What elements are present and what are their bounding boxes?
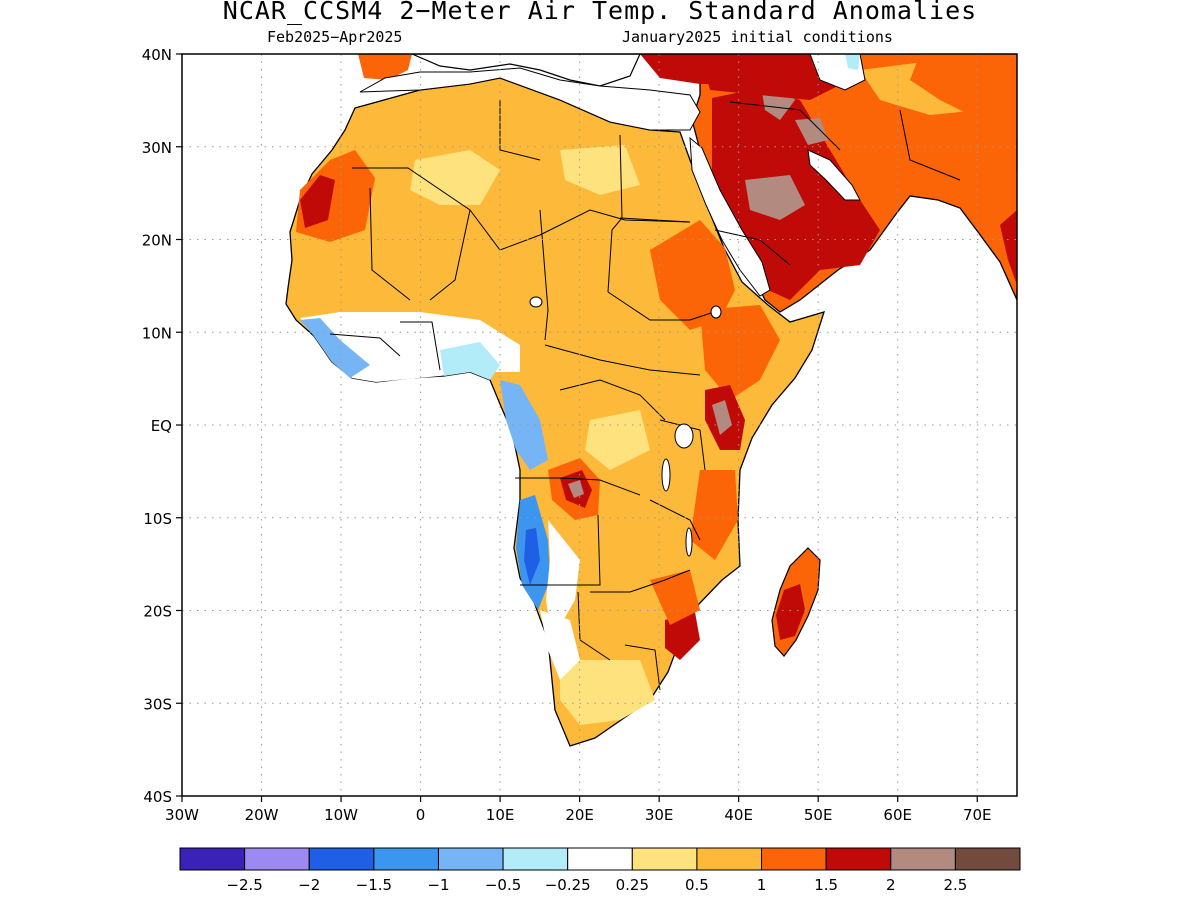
iran-orange xyxy=(830,80,1017,220)
lat-tick-label: 40S xyxy=(143,788,172,806)
colorbar-swatch xyxy=(373,847,439,871)
lon-tick-label: 70E xyxy=(963,806,992,824)
colorbar-label: 1.5 xyxy=(814,876,838,894)
sahara-yellow-a xyxy=(410,150,500,205)
colorbar-label: 0.5 xyxy=(685,876,709,894)
colorbar-label: −1 xyxy=(427,876,449,894)
colorbar-label: 2.5 xyxy=(943,876,967,894)
colorbar-label: −1.5 xyxy=(356,876,392,894)
lakes xyxy=(529,296,722,557)
europe-coast xyxy=(411,54,641,87)
lat-tick-label: 10S xyxy=(143,510,172,528)
lon-tick-label: 20E xyxy=(565,806,594,824)
lat-tick-label: 30S xyxy=(143,695,172,713)
colorbar-label: −2 xyxy=(298,876,320,894)
colorbar: −2.5 −2 −1.5 −1 −0.5 −0.25 0.25 0.5 1 1.5 2 2.5 xyxy=(179,847,1021,894)
west-africa-light-blue xyxy=(300,318,370,378)
lon-tick-label: 30E xyxy=(645,806,674,824)
colorbar-swatch xyxy=(567,847,633,871)
colorbar-label: 1 xyxy=(757,876,767,894)
ethiopia-orange xyxy=(700,305,780,400)
angola-hotspot-brown xyxy=(568,480,584,498)
lon-tick-label: 20W xyxy=(245,806,279,824)
map-title: NCAR_CCSM4 2−Meter Air Temp. Standard An… xyxy=(222,0,978,25)
colorbar-label: −2.5 xyxy=(226,876,262,894)
lat-tick-label: EQ xyxy=(151,417,172,435)
longitude-axis: 30W 20W 10W 0 10E 20E 30E 40E 50E 60E 70E xyxy=(165,796,992,824)
lat-tick-label: 30N xyxy=(142,139,172,157)
sudan-orange xyxy=(650,220,735,330)
lat-tick-label: 10N xyxy=(142,324,172,342)
colorbar-swatch xyxy=(244,847,310,871)
india-red xyxy=(1000,210,1017,285)
madagascar-red xyxy=(776,584,805,640)
congo-coast-blue xyxy=(500,380,548,470)
southern-africa-yellow xyxy=(560,660,655,725)
lon-tick-label: 0 xyxy=(416,806,426,824)
caspian-light-blue xyxy=(845,54,860,70)
colorbar-swatch xyxy=(761,847,827,871)
colorbar-swatch xyxy=(825,847,892,871)
colorbar-label: 2 xyxy=(886,876,896,894)
lat-tick-label: 40N xyxy=(142,46,172,64)
colorbar-swatch xyxy=(890,847,956,871)
colorbar-swatch xyxy=(954,847,1021,871)
persian-gulf xyxy=(807,149,861,201)
colorbar-swatch xyxy=(631,847,698,871)
mozambique-orange xyxy=(650,570,700,625)
lat-tick-label: 20S xyxy=(143,603,172,621)
mediterranean-sea xyxy=(359,67,701,131)
initial-conditions: January2025 initial conditions xyxy=(622,28,893,46)
lon-tick-label: 10E xyxy=(486,806,515,824)
lon-tick-label: 10W xyxy=(324,806,358,824)
mozambique-red xyxy=(665,612,700,660)
central-asia-orange xyxy=(910,54,1017,140)
nw-africa-red xyxy=(300,175,335,228)
colorbar-swatch xyxy=(437,847,504,871)
colorbar-swatch xyxy=(308,847,375,871)
lon-tick-label: 60E xyxy=(883,806,912,824)
kenya-brown xyxy=(712,400,732,435)
colorbar-label: −0.25 xyxy=(545,876,591,894)
iraq-brown xyxy=(795,118,828,145)
arabia-brown-a xyxy=(745,175,805,220)
namibia-coast-white xyxy=(546,520,580,640)
east-africa-orange xyxy=(690,470,738,560)
namibia-white xyxy=(540,610,580,680)
gulf-guinea-light-blue xyxy=(440,342,500,380)
forecast-period: Feb2025−Apr2025 xyxy=(267,28,403,46)
sahara-yellow-c xyxy=(585,410,650,470)
india-orange xyxy=(960,170,1017,290)
colorbar-label: 0.25 xyxy=(616,876,649,894)
colorbar-swatch xyxy=(696,847,763,871)
iberia-anomaly xyxy=(358,54,412,80)
colorbar-swatch xyxy=(502,847,569,871)
lon-tick-label: 30W xyxy=(165,806,199,824)
anomaly-field xyxy=(285,54,1017,747)
turkey-red xyxy=(700,54,850,100)
angola-coast-deep-blue xyxy=(524,528,540,585)
lon-tick-label: 50E xyxy=(804,806,833,824)
lon-tick-label: 40E xyxy=(724,806,753,824)
lat-tick-label: 20N xyxy=(142,232,172,250)
latitude-axis: 40N 30N 20N 10N EQ 10S 20S 30S 40S xyxy=(142,46,182,806)
colorbar-swatch xyxy=(179,847,246,871)
red-sea xyxy=(689,136,771,297)
colorbar-label: −0.5 xyxy=(485,876,521,894)
